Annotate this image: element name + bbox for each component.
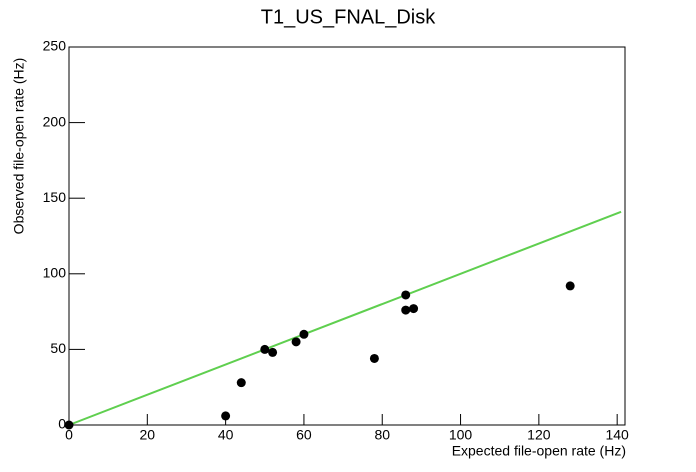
x-axis-label: Expected file-open rate (Hz) bbox=[452, 443, 626, 459]
x-tick-label: 0 bbox=[65, 427, 73, 443]
point bbox=[268, 347, 278, 357]
point bbox=[64, 420, 74, 430]
fit-line bbox=[68, 210, 622, 426]
y-tick-label: 100 bbox=[43, 265, 67, 281]
x-tick-label: 20 bbox=[140, 427, 156, 443]
point bbox=[369, 353, 379, 363]
y-tick-label: 50 bbox=[50, 340, 66, 356]
y-tick-label: 0 bbox=[58, 416, 66, 432]
x-tick-label: 120 bbox=[527, 427, 551, 443]
point bbox=[236, 378, 246, 388]
y-tick-label: 250 bbox=[43, 38, 67, 54]
point bbox=[291, 337, 301, 347]
x-tick-label: 40 bbox=[218, 427, 234, 443]
x-tick-label: 80 bbox=[374, 427, 390, 443]
point bbox=[260, 344, 270, 354]
y-tick-label: 150 bbox=[43, 189, 67, 205]
point bbox=[401, 305, 411, 315]
chart-title: T1_US_FNAL_Disk bbox=[261, 6, 437, 28]
point bbox=[565, 281, 575, 291]
point bbox=[409, 304, 419, 314]
x-tick-label: 140 bbox=[605, 427, 629, 443]
point bbox=[299, 329, 309, 339]
frame bbox=[68, 46, 626, 426]
point bbox=[221, 411, 231, 421]
point bbox=[401, 290, 411, 300]
x-tick-label: 100 bbox=[449, 427, 473, 443]
y-axis-label: Observed file-open rate (Hz) bbox=[11, 58, 27, 235]
x-tick-label: 60 bbox=[296, 427, 312, 443]
y-tick-label: 200 bbox=[43, 113, 67, 129]
